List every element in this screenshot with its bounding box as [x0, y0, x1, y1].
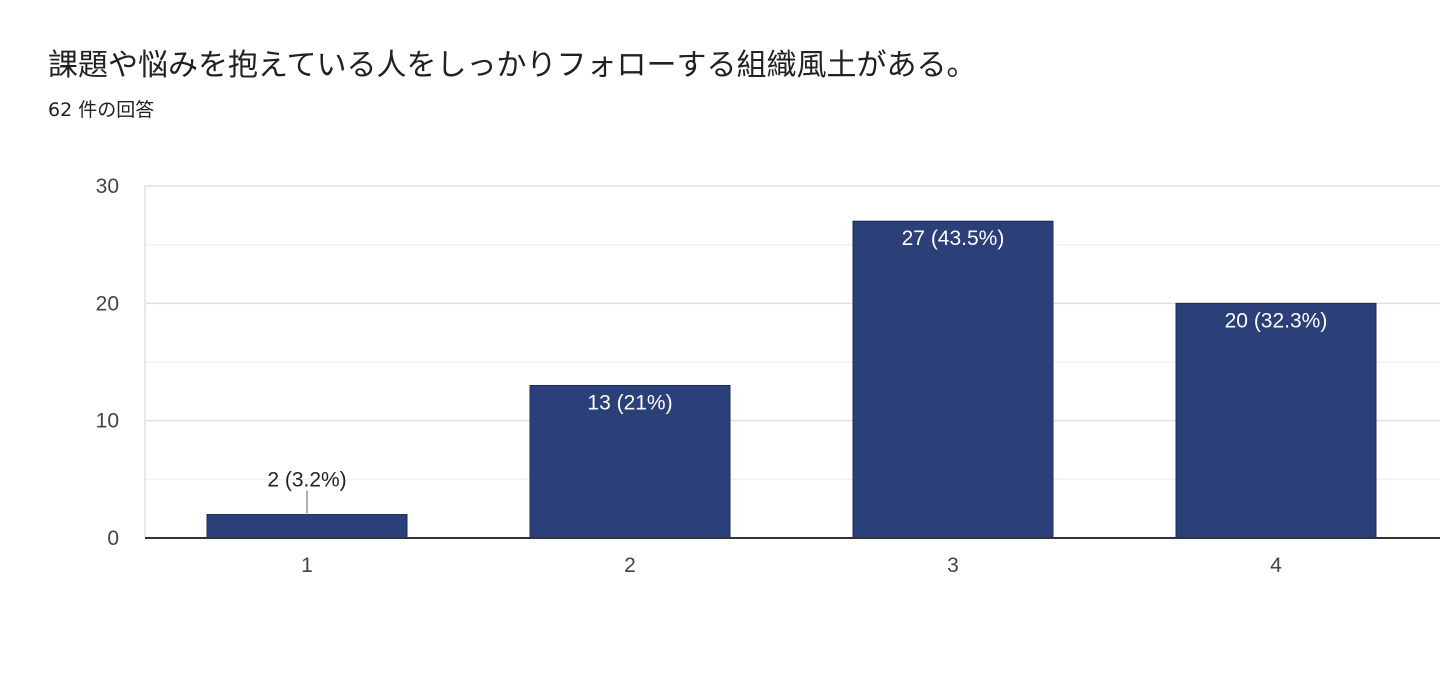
- x-tick-label: 1: [301, 554, 313, 577]
- bar-3: [852, 220, 1054, 539]
- y-tick-label: 10: [96, 410, 119, 433]
- response-count: 62 件の回答: [48, 99, 155, 121]
- x-tick-label: 4: [1270, 554, 1282, 577]
- bar-4: [1175, 302, 1377, 539]
- chart-title: 課題や悩みを抱えている人をしっかりフォローする組織風土がある。: [48, 48, 977, 83]
- x-tick-label: 2: [624, 554, 636, 577]
- y-tick-label: 0: [107, 527, 119, 550]
- data-label: 20 (32.3%): [1225, 309, 1328, 332]
- x-tick-label: 3: [947, 554, 959, 577]
- data-label: 2 (3.2%): [267, 469, 346, 492]
- bar-2: [529, 384, 731, 539]
- bar-1: [206, 514, 408, 539]
- y-tick-label: 30: [96, 175, 119, 198]
- data-label: 13 (21%): [587, 391, 672, 414]
- data-label: 27 (43.5%): [902, 227, 1005, 250]
- y-tick-label: 20: [96, 292, 119, 315]
